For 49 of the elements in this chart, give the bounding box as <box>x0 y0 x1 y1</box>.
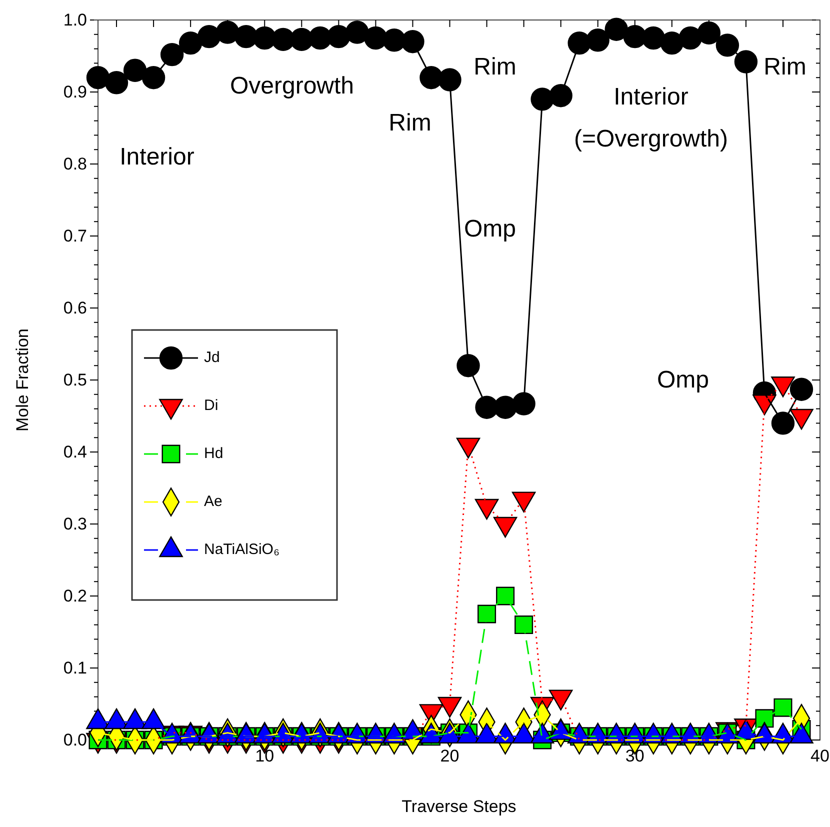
legend-label: Ae <box>204 492 222 510</box>
legend-label: Jd <box>204 348 220 366</box>
annotation: (=Overgrowth) <box>574 125 728 152</box>
annotation: Omp <box>656 366 710 394</box>
annotation: Rim <box>388 109 432 136</box>
point <box>160 42 184 66</box>
y-tick-label: 0.8 <box>63 154 87 174</box>
y-tick-label: 0.2 <box>63 586 87 606</box>
x-tick-label: 20 <box>440 746 460 766</box>
point <box>456 354 480 378</box>
y-tick-label: 0.5 <box>63 370 87 390</box>
annotation: Overgrowth <box>230 72 354 100</box>
point <box>790 378 814 401</box>
point <box>586 28 610 52</box>
x-tick-label: 30 <box>625 746 644 766</box>
point <box>478 604 496 624</box>
point <box>401 30 424 54</box>
y-tick-label: 0.3 <box>63 514 87 534</box>
point <box>512 392 536 416</box>
y-tick-label: 0.1 <box>63 658 87 678</box>
legend-label: Hd <box>204 444 224 462</box>
point <box>438 68 462 92</box>
point <box>104 71 128 94</box>
y-tick-label: 0.7 <box>63 226 87 246</box>
annotation: Rim <box>474 53 516 80</box>
point <box>734 50 758 74</box>
point <box>774 698 792 717</box>
annotation: Rim <box>764 53 806 80</box>
y-tick-label: 0.9 <box>63 82 87 102</box>
point <box>514 616 534 634</box>
point <box>142 66 166 90</box>
x-axis-title: Traverse Steps <box>402 797 516 816</box>
x-tick-label: 40 <box>810 746 830 766</box>
annotation: Interior <box>614 83 688 110</box>
y-tick-label: 1.0 <box>63 10 87 30</box>
annotation: Interior <box>120 143 194 170</box>
y-tick-label: 0.4 <box>63 442 87 462</box>
legend-label: Di <box>204 396 218 414</box>
y-tick-label: 0.0 <box>63 730 87 750</box>
annotation: Omp <box>464 215 516 242</box>
point <box>549 84 572 108</box>
point <box>496 586 515 606</box>
point <box>716 34 740 57</box>
point <box>771 412 795 435</box>
point <box>86 66 110 90</box>
y-tick-label: 0.6 <box>63 298 87 318</box>
legend-label: NaTiAlSiO₆ <box>204 540 280 558</box>
y-axis-title: Mole Fraction <box>13 328 32 432</box>
point <box>697 21 721 45</box>
